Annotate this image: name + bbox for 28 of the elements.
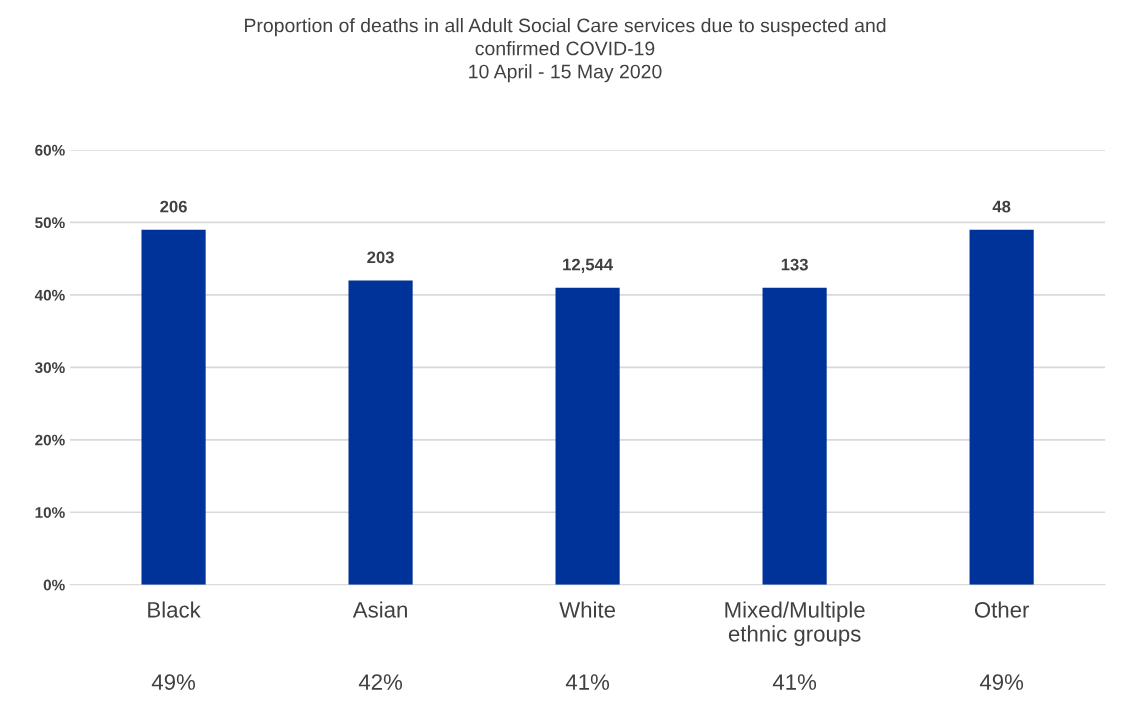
annotation: 48 bbox=[992, 200, 1011, 213]
x-tick-label: Black bbox=[148, 601, 201, 618]
x-tick-label: Mixed/Multiple ethnic groups bbox=[725, 601, 865, 647]
data-label: 49% bbox=[979, 674, 1024, 690]
bar bbox=[555, 287, 620, 585]
chart-title: Proportion of deaths in all Adult Social Care services due to suspected and confirmed COVID-19 10 April - 15 May 2020 bbox=[245, 18, 886, 83]
bar bbox=[348, 280, 413, 585]
annotation: 206 bbox=[160, 200, 187, 213]
y-tick-label: 40% bbox=[34, 289, 65, 301]
annotation: 203 bbox=[367, 251, 394, 264]
y-tick-label: 30% bbox=[34, 362, 65, 374]
y-tick-label: 0% bbox=[43, 579, 65, 591]
x-tick-label: Other bbox=[974, 601, 1030, 618]
y-tick-label: 50% bbox=[35, 217, 65, 229]
x-tick-label: Asian bbox=[352, 601, 407, 618]
bar bbox=[969, 229, 1034, 585]
y-tick-label: 10% bbox=[35, 507, 65, 518]
annotation: 12,544 bbox=[563, 258, 613, 273]
y-tick-label: 20% bbox=[35, 434, 65, 446]
annotation: 133 bbox=[781, 258, 808, 271]
data-label: 42% bbox=[358, 674, 403, 690]
bar bbox=[762, 287, 827, 585]
y-tick-label: 60% bbox=[35, 144, 65, 156]
data-label: 49% bbox=[151, 674, 196, 690]
data-label: 41% bbox=[772, 674, 817, 690]
x-tick-label: White bbox=[559, 601, 616, 618]
bar bbox=[141, 229, 206, 585]
data-label: 41% bbox=[565, 674, 610, 690]
